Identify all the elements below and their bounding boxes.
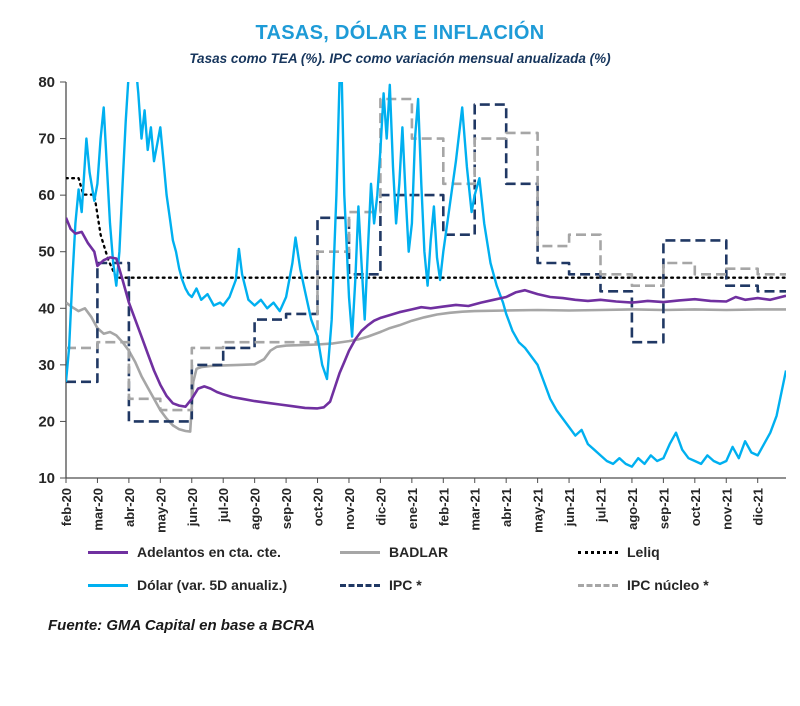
- svg-text:10: 10: [38, 470, 55, 487]
- legend-label-leliq: Leliq: [627, 544, 660, 560]
- legend-label-ipc-nucleo: IPC núcleo *: [627, 577, 709, 593]
- chart-canvas: 10 20 30 40 50 60 70 80 feb-20 mar-20 abr-20 may-20…: [38, 74, 786, 533]
- chart-title: TASAS, DÓLAR E INFLACIÓN: [255, 22, 545, 44]
- badlar-line-swatch: [340, 550, 380, 554]
- dolar-line-swatch: [88, 583, 128, 587]
- svg-text:sep-21: sep-21: [656, 488, 671, 529]
- legend-label-dolar: Dólar (var. 5D anualiz.): [137, 577, 288, 593]
- svg-text:jun-20: jun-20: [185, 488, 200, 527]
- svg-text:feb-21: feb-21: [436, 488, 451, 526]
- svg-text:abr-20: abr-20: [122, 488, 137, 527]
- svg-text:60: 60: [38, 187, 55, 204]
- svg-text:feb-20: feb-20: [59, 488, 74, 526]
- svg-text:mar-21: mar-21: [468, 488, 483, 531]
- chart-subtitle: Tasas como TEA (%). IPC como variación m…: [189, 51, 611, 66]
- legend-label-adelantos: Adelantos en cta. cte.: [137, 544, 281, 560]
- svg-text:nov-21: nov-21: [719, 488, 734, 530]
- svg-text:jul-21: jul-21: [593, 488, 608, 523]
- ipc-nucleo-line-swatch: [578, 583, 618, 587]
- svg-text:30: 30: [38, 357, 55, 374]
- svg-text:ene-21: ene-21: [405, 488, 420, 529]
- svg-text:ago-20: ago-20: [248, 488, 263, 530]
- svg-text:jun-21: jun-21: [562, 488, 577, 527]
- legend-label-badlar: BADLAR: [389, 544, 449, 560]
- svg-text:70: 70: [38, 131, 55, 148]
- svg-text:oct-20: oct-20: [311, 488, 326, 526]
- legend-item-dolar: Dólar (var. 5D anualiz.): [88, 577, 340, 593]
- svg-text:abr-21: abr-21: [499, 488, 514, 527]
- svg-text:may-20: may-20: [153, 488, 168, 533]
- ipc-line-swatch: [340, 583, 380, 587]
- svg-text:jul-20: jul-20: [216, 488, 231, 523]
- svg-text:nov-20: nov-20: [342, 488, 357, 530]
- leliq-line-swatch: [578, 550, 618, 554]
- legend-item-ipc: IPC *: [340, 577, 578, 593]
- legend-item-leliq: Leliq: [578, 544, 800, 560]
- svg-text:80: 80: [38, 74, 55, 91]
- line-chart: 10 20 30 40 50 60 70 80 feb-20 mar-20 abr-20 may-20…: [6, 70, 800, 538]
- source-note: Fuente: GMA Capital en base a BCRA: [48, 617, 315, 634]
- svg-text:ago-21: ago-21: [625, 488, 640, 530]
- svg-text:sep-20: sep-20: [279, 488, 294, 529]
- legend-item-badlar: BADLAR: [340, 544, 578, 560]
- legend-item-ipc-nucleo: IPC núcleo *: [578, 577, 800, 593]
- svg-text:mar-20: mar-20: [90, 488, 105, 531]
- svg-text:20: 20: [38, 413, 55, 430]
- svg-text:40: 40: [38, 300, 55, 317]
- svg-text:dic-20: dic-20: [373, 488, 388, 526]
- adelantos-line-swatch: [88, 550, 128, 554]
- legend-label-ipc: IPC *: [389, 577, 422, 593]
- svg-text:50: 50: [38, 244, 55, 261]
- svg-text:dic-21: dic-21: [751, 488, 766, 526]
- svg-text:oct-21: oct-21: [688, 488, 703, 526]
- legend-item-adelantos: Adelantos en cta. cte.: [88, 544, 340, 560]
- svg-text:may-21: may-21: [531, 488, 546, 533]
- chart-legend: Adelantos en cta. cte. BADLAR Leliq Dóla…: [88, 544, 800, 593]
